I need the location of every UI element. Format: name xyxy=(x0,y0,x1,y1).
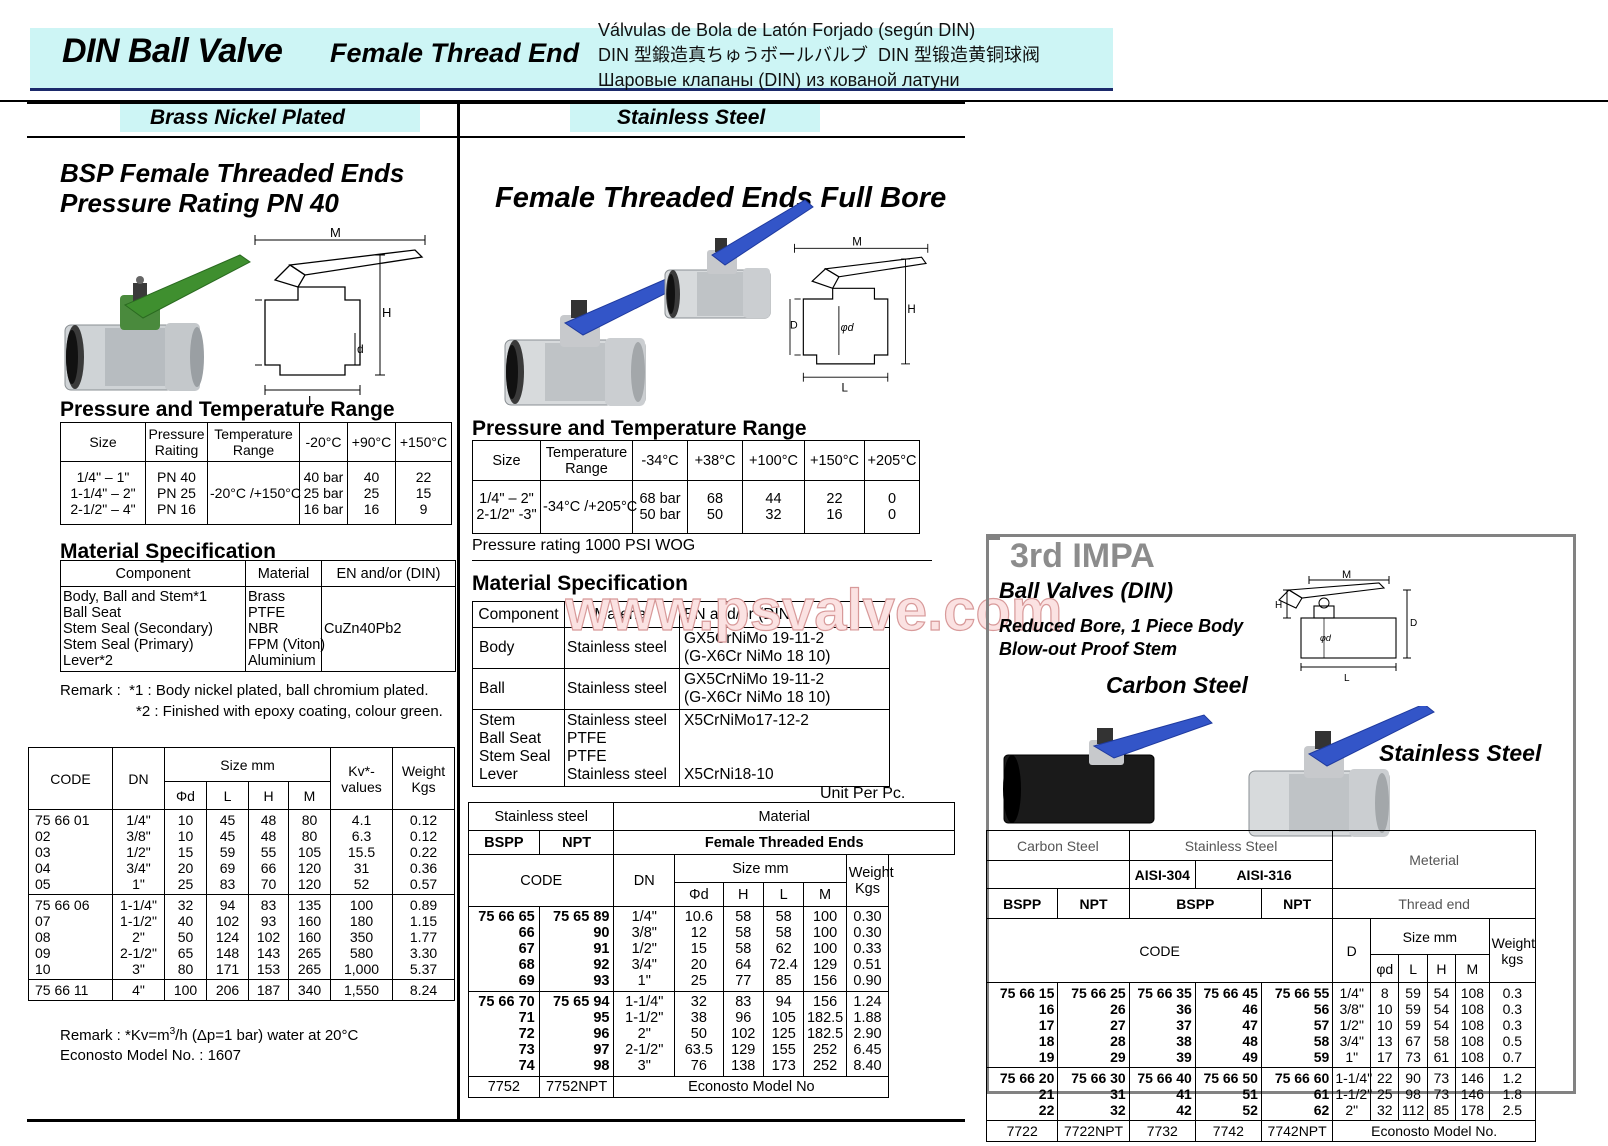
svg-text:φd: φd xyxy=(1320,633,1332,643)
svg-text:L: L xyxy=(1344,673,1350,683)
svg-text:M: M xyxy=(852,237,862,249)
svg-text:H: H xyxy=(907,304,915,316)
svg-text:D: D xyxy=(1410,618,1417,629)
svg-text:M: M xyxy=(1342,569,1351,581)
svg-text:φd: φd xyxy=(841,322,855,334)
svg-text:H: H xyxy=(1275,600,1282,611)
svg-text:M: M xyxy=(330,225,341,240)
svg-text:L: L xyxy=(842,382,849,394)
svg-text:D: D xyxy=(790,319,798,331)
svg-text:H: H xyxy=(382,305,391,320)
svg-text:d: d xyxy=(357,342,364,356)
